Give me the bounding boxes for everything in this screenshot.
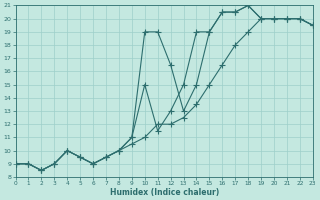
X-axis label: Humidex (Indice chaleur): Humidex (Indice chaleur): [109, 188, 219, 197]
